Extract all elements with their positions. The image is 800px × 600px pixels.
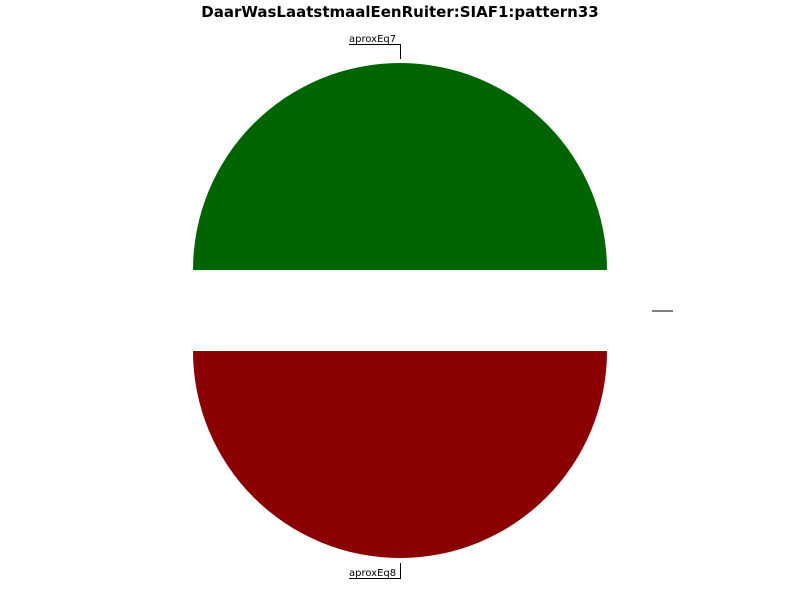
slice-label-text: aproxEq8 — [349, 568, 396, 579]
chart-title: DaarWasLaatstmaalEenRuiter:SIAF1:pattern… — [201, 3, 599, 21]
pie-slice-aproxEq8 — [193, 351, 607, 558]
slice-label-leader — [349, 563, 401, 579]
pie-slice-aproxEq7 — [193, 63, 607, 270]
slice-label-text: aproxEq7 — [349, 34, 396, 45]
slice-label-aproxEq7: aproxEq7 — [349, 34, 401, 59]
pie-labels: aproxEq7 aproxEq8 — [349, 34, 401, 579]
slice-label-aproxEq8: aproxEq8 — [349, 563, 401, 579]
pie-slices — [193, 63, 607, 558]
slice-label-leader — [349, 44, 401, 59]
